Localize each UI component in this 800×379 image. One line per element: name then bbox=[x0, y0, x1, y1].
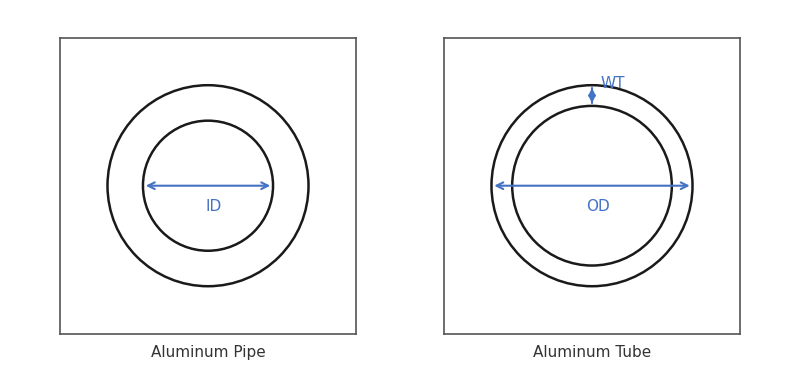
Text: Aluminum Tube: Aluminum Tube bbox=[533, 345, 651, 360]
Text: OD: OD bbox=[586, 199, 610, 214]
Text: ID: ID bbox=[206, 199, 222, 214]
Text: Aluminum Pipe: Aluminum Pipe bbox=[150, 345, 266, 360]
Text: WT: WT bbox=[601, 76, 626, 91]
